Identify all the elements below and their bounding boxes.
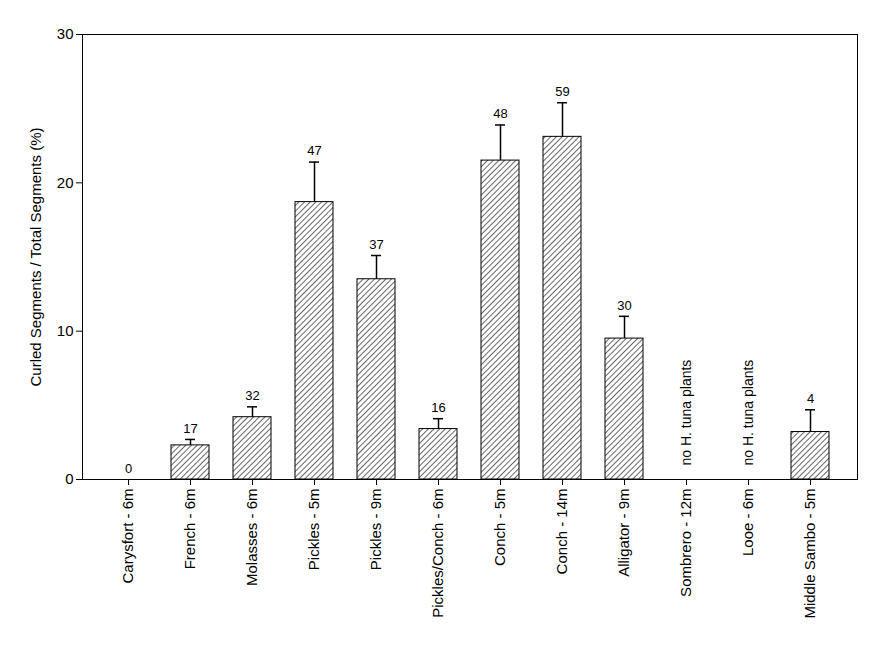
svg-text:Conch - 5m: Conch - 5m: [491, 489, 508, 567]
svg-text:Sombrero - 12m: Sombrero - 12m: [677, 489, 694, 597]
svg-text:Pickles - 5m: Pickles - 5m: [305, 489, 322, 571]
svg-text:16: 16: [431, 400, 445, 415]
svg-text:59: 59: [555, 84, 569, 99]
svg-text:Middle Sambo - 5m: Middle Sambo - 5m: [801, 489, 818, 619]
svg-text:Conch - 14m: Conch - 14m: [553, 489, 570, 575]
svg-text:0: 0: [65, 470, 73, 487]
svg-text:37: 37: [369, 237, 383, 252]
svg-text:no H. tuna plants: no H. tuna plants: [678, 360, 694, 466]
svg-text:no H. tuna plants: no H. tuna plants: [740, 360, 756, 466]
svg-text:30: 30: [617, 297, 631, 312]
svg-text:4: 4: [807, 391, 814, 406]
svg-text:Molasses - 6m: Molasses - 6m: [243, 489, 260, 587]
svg-text:32: 32: [245, 388, 259, 403]
svg-text:47: 47: [307, 143, 321, 158]
svg-text:30: 30: [57, 25, 74, 42]
svg-text:Alligator - 9m: Alligator - 9m: [615, 489, 632, 577]
svg-text:20: 20: [57, 174, 74, 191]
svg-text:French - 6m: French - 6m: [181, 489, 198, 570]
svg-text:17: 17: [183, 421, 197, 436]
svg-text:Looe - 6m: Looe - 6m: [739, 489, 756, 557]
svg-text:Carysfort - 6m: Carysfort - 6m: [119, 489, 136, 584]
svg-text:0: 0: [125, 461, 132, 476]
svg-text:10: 10: [57, 322, 74, 339]
svg-text:Pickles/Conch - 6m: Pickles/Conch - 6m: [429, 489, 446, 618]
svg-text:Pickles - 9m: Pickles - 9m: [367, 489, 384, 571]
svg-text:Curled Segments / Total Segmen: Curled Segments / Total Segments (%): [27, 127, 44, 386]
svg-text:48: 48: [493, 106, 507, 121]
